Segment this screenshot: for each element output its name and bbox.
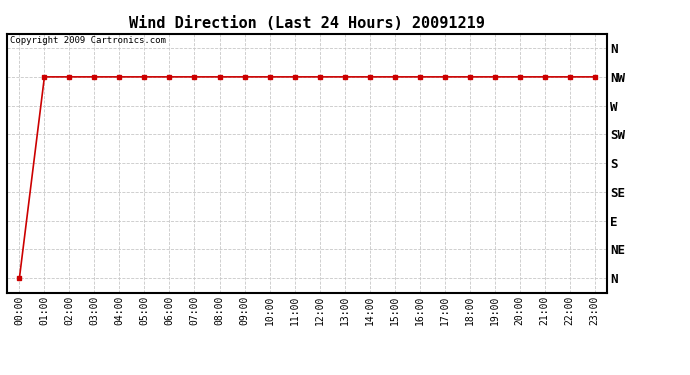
Text: Copyright 2009 Cartronics.com: Copyright 2009 Cartronics.com [10,36,166,45]
Title: Wind Direction (Last 24 Hours) 20091219: Wind Direction (Last 24 Hours) 20091219 [129,16,485,31]
